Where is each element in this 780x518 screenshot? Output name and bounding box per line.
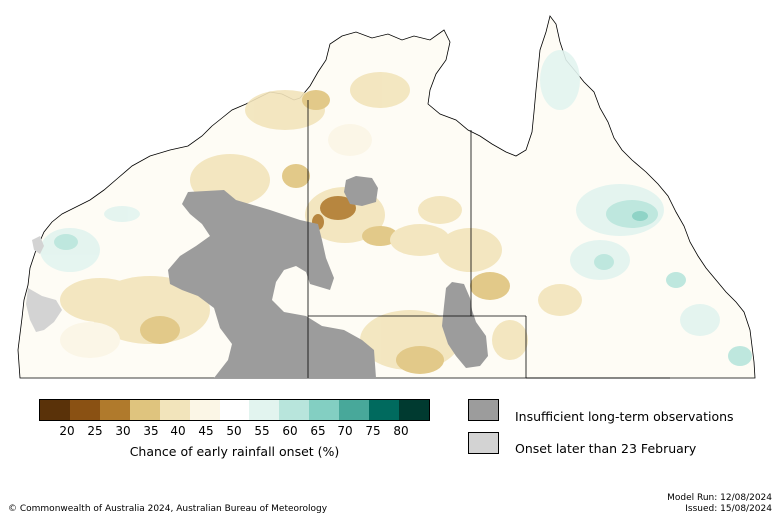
colorbar-tick: 20 <box>59 424 75 438</box>
colorbar-cell <box>279 400 310 420</box>
state-borders <box>307 100 670 379</box>
colorbar-cell <box>189 400 220 420</box>
colorbar-tick: 25 <box>87 424 103 438</box>
colorbar-cell <box>159 400 190 420</box>
colorbar-tick: 45 <box>198 424 214 438</box>
colorbar-tick: 70 <box>337 424 353 438</box>
below-median-patches <box>60 72 582 374</box>
colorbar-tick: 40 <box>170 424 186 438</box>
colorbar <box>39 399 430 421</box>
colorbar-label: Chance of early rainfall onset (%) <box>129 444 340 459</box>
colorbar-tick: 60 <box>282 424 298 438</box>
rainfall-onset-map <box>17 15 756 379</box>
insufficient-observations-area <box>168 176 488 378</box>
colorbar-cell <box>309 400 340 420</box>
colorbar-cell <box>249 400 280 420</box>
colorbar-cell <box>129 400 160 420</box>
colorbar-tick: 80 <box>393 424 409 438</box>
later-onset-legend-label: Onset later than 23 February <box>515 441 697 456</box>
colorbar-tick: 55 <box>254 424 270 438</box>
colorbar-tick: 65 <box>310 424 326 438</box>
issued-text: Issued: 15/08/2024 <box>685 504 772 514</box>
insufficient-legend-swatch <box>468 399 499 421</box>
insufficient-legend-label: Insufficient long-term observations <box>515 409 734 424</box>
colorbar-cell <box>99 400 130 420</box>
run-info: Model Run: 12/08/2024 Issued: 15/08/2024 <box>667 493 772 515</box>
colorbar-cell <box>339 400 370 420</box>
colorbar-tick: 75 <box>365 424 381 438</box>
copyright-text: © Commonwealth of Australia 2024, Austra… <box>8 504 328 514</box>
colorbar-tick: 50 <box>226 424 242 438</box>
above-median-patches <box>40 50 752 366</box>
colorbar-cell <box>399 400 429 420</box>
later-onset-area-2 <box>32 236 44 254</box>
colorbar-tick: 35 <box>143 424 159 438</box>
later-onset-area <box>26 288 62 332</box>
colorbar-cell <box>219 400 250 420</box>
later-onset-legend-swatch <box>468 432 499 454</box>
model-run-text: Model Run: 12/08/2024 <box>667 493 772 503</box>
colorbar-cell <box>369 400 400 420</box>
colorbar-cell <box>69 400 100 420</box>
colorbar-cell <box>40 400 70 420</box>
colorbar-tick: 30 <box>115 424 131 438</box>
